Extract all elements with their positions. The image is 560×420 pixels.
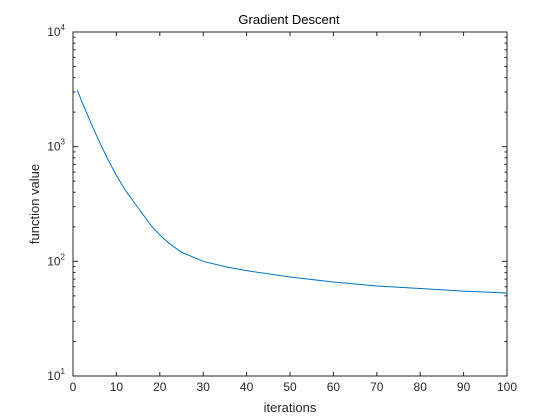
x-tick-label: 100 <box>497 380 517 394</box>
x-tick-label: 90 <box>457 380 471 394</box>
x-tick-label: 50 <box>283 380 297 394</box>
series-line <box>76 90 508 294</box>
x-axis-label: iterations <box>264 400 317 415</box>
x-tick-label: 60 <box>327 380 341 394</box>
y-tick-label: 103 <box>47 138 65 154</box>
x-axis: 0 10 20 30 40 50 60 70 80 90 100 <box>70 32 517 394</box>
y-axis-label: function value <box>27 164 42 244</box>
y-axis: 101 102 103 104 <box>47 23 507 383</box>
x-tick-label: 80 <box>414 380 428 394</box>
x-tick-label: 10 <box>110 380 124 394</box>
y-tick-label: 102 <box>47 252 65 268</box>
y-tick-label: 101 <box>47 367 65 383</box>
plot-area <box>72 31 508 377</box>
x-tick-label: 30 <box>197 380 211 394</box>
y-tick-label: 104 <box>47 23 65 39</box>
x-tick-label: 20 <box>153 380 167 394</box>
x-tick-label: 0 <box>70 380 77 394</box>
x-tick-label: 40 <box>240 380 254 394</box>
x-tick-label: 70 <box>370 380 384 394</box>
chart-title: Gradient Descent <box>238 12 340 27</box>
